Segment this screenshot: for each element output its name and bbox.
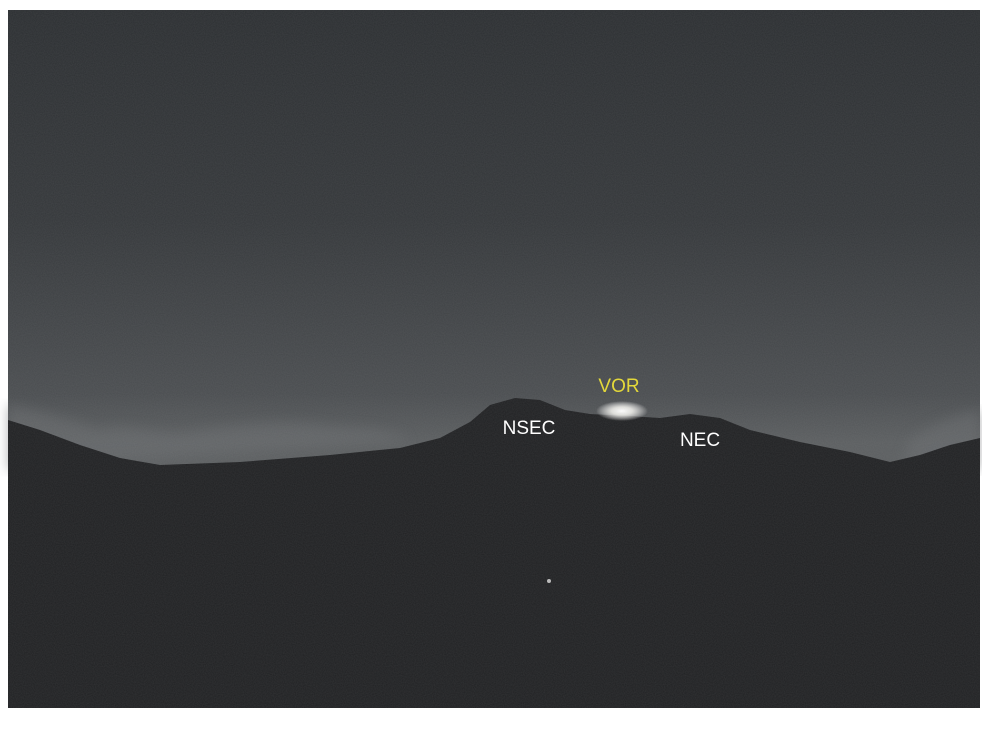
sensor-noise — [8, 10, 980, 708]
crater-label: NEC — [680, 430, 720, 451]
photo-frame: VOR NSEC NEC — [0, 0, 982, 735]
crater-label: VOR — [598, 376, 639, 397]
crater-label: NSEC — [503, 418, 556, 439]
page: VOR NSEC NEC (() => { const data = JSON.… — [0, 0, 982, 735]
